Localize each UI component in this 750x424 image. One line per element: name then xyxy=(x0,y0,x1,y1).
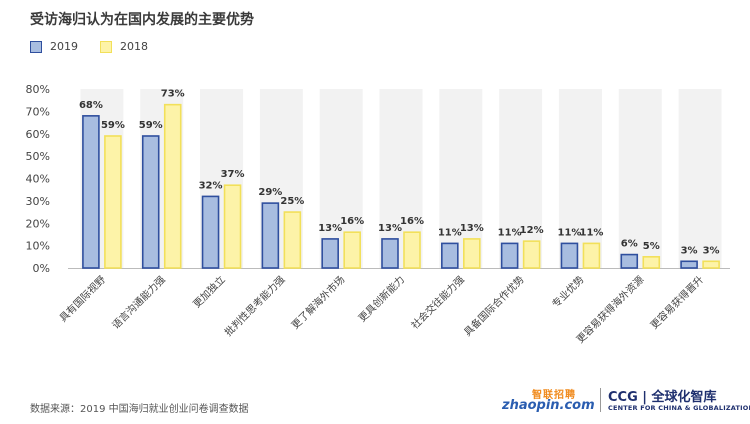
y-tick-label: 30% xyxy=(26,195,50,208)
data-label-2018: 59% xyxy=(101,120,125,131)
bar-2019 xyxy=(201,195,220,269)
y-tick-label: 60% xyxy=(26,128,50,141)
legend-item-2018: 2018 xyxy=(100,40,148,53)
y-tick-label: 80% xyxy=(26,83,50,96)
y-tick-label: 40% xyxy=(26,173,50,186)
bar-2018 xyxy=(163,103,182,269)
data-label-2018: 25% xyxy=(280,196,304,207)
legend-item-2019: 2019 xyxy=(30,40,78,53)
y-tick-label: 0% xyxy=(33,262,50,275)
bar-2019 xyxy=(560,242,579,269)
data-label-2019: 13% xyxy=(318,223,342,234)
category-background xyxy=(499,89,543,268)
legend-label-2019: 2019 xyxy=(50,40,78,53)
bar-chart: 0% 10% 20% 30% 40% 50% 60% 70% 80% 68% 59% 具有国际视野 59… xyxy=(26,83,730,346)
data-label-2019: 59% xyxy=(139,120,163,131)
category-background xyxy=(558,89,602,268)
zhaopin-logo-en: zhaopin.com xyxy=(502,398,595,413)
ccg-logo-title: CCG | 全球化智库 xyxy=(608,390,717,405)
data-source: 数据来源：2019 中国海归就业创业问卷调查数据 xyxy=(30,404,249,415)
data-label-2019: 32% xyxy=(199,180,223,191)
x-tick-label: 专业优势 xyxy=(549,273,586,310)
y-tick-label: 10% xyxy=(26,240,50,253)
data-label-2018: 37% xyxy=(221,169,245,180)
x-tick-label: 语言沟通能力强 xyxy=(109,273,168,332)
bar-2019 xyxy=(441,242,459,269)
chart-title: 受访海归认为在国内发展的主要优势 xyxy=(30,12,254,28)
bar-2018 xyxy=(223,184,242,269)
logo-divider xyxy=(600,388,601,412)
bar-2019 xyxy=(321,238,339,269)
data-label-2018: 3% xyxy=(703,245,720,256)
data-label-2019: 6% xyxy=(621,239,638,250)
bar-2019 xyxy=(261,202,280,269)
bar-2018 xyxy=(463,238,481,269)
data-label-2018: 13% xyxy=(460,223,484,234)
x-tick-label: 更具创新能力 xyxy=(356,273,408,325)
data-label-2018: 73% xyxy=(161,89,185,100)
ccg-logo-subtitle: CENTER FOR CHINA & GLOBALIZATION xyxy=(608,404,750,412)
data-label-2019: 11% xyxy=(438,227,462,238)
bar-2019 xyxy=(500,242,519,269)
data-label-2018: 16% xyxy=(340,216,364,227)
category-background xyxy=(618,89,662,268)
bar-2018 xyxy=(283,211,302,269)
y-tick-label: 20% xyxy=(26,217,50,230)
bar-2019 xyxy=(620,253,639,269)
data-label-2019: 13% xyxy=(378,223,402,234)
bar-2018 xyxy=(522,240,541,269)
x-tick-label: 批判性思考能力强 xyxy=(222,273,288,339)
x-tick-label: 更了解海外市场 xyxy=(289,273,348,332)
data-label-2018: 12% xyxy=(520,225,544,236)
x-tick-label: 更容易获得晋升 xyxy=(648,273,707,332)
ccg-logo: CCG | 全球化智库 CENTER FOR CHINA & GLOBALIZA… xyxy=(608,386,750,418)
bar-2019 xyxy=(141,135,160,269)
legend-swatch-2018 xyxy=(100,40,112,53)
data-label-2019: 29% xyxy=(258,187,282,198)
data-label-2019: 11% xyxy=(498,227,522,238)
y-tick-label: 50% xyxy=(26,150,50,163)
x-tick-label: 具备国际合作优势 xyxy=(461,273,527,339)
bar-2019 xyxy=(680,260,698,269)
zhaopin-logo-cn: 智联招聘 xyxy=(532,390,576,401)
bar-2019 xyxy=(381,238,399,269)
data-label-2019: 11% xyxy=(557,227,581,238)
bar-2019 xyxy=(82,115,100,269)
x-tick-label: 更加独立 xyxy=(190,273,227,310)
legend: 2019 2018 xyxy=(30,40,170,53)
category-background xyxy=(678,89,722,268)
legend-label-2018: 2018 xyxy=(120,40,148,53)
bar-2018 xyxy=(582,242,601,269)
y-tick-label: 70% xyxy=(26,105,50,118)
zhaopin-logo: 智联招聘 zhaopin.com xyxy=(502,386,595,418)
legend-swatch-2019 xyxy=(30,40,42,53)
bar-2018 xyxy=(642,256,661,269)
bar-2018 xyxy=(104,135,122,269)
x-tick-label: 具有国际视野 xyxy=(56,273,108,325)
bar-2018 xyxy=(403,231,421,269)
data-label-2019: 3% xyxy=(681,245,698,256)
data-label-2018: 16% xyxy=(400,216,424,227)
x-tick-label: 社会交往能力强 xyxy=(408,273,467,332)
data-label-2018: 11% xyxy=(579,227,603,238)
bar-2018 xyxy=(702,260,720,269)
data-label-2019: 68% xyxy=(79,100,103,111)
bar-2018 xyxy=(343,231,361,269)
data-label-2018: 5% xyxy=(643,241,660,252)
